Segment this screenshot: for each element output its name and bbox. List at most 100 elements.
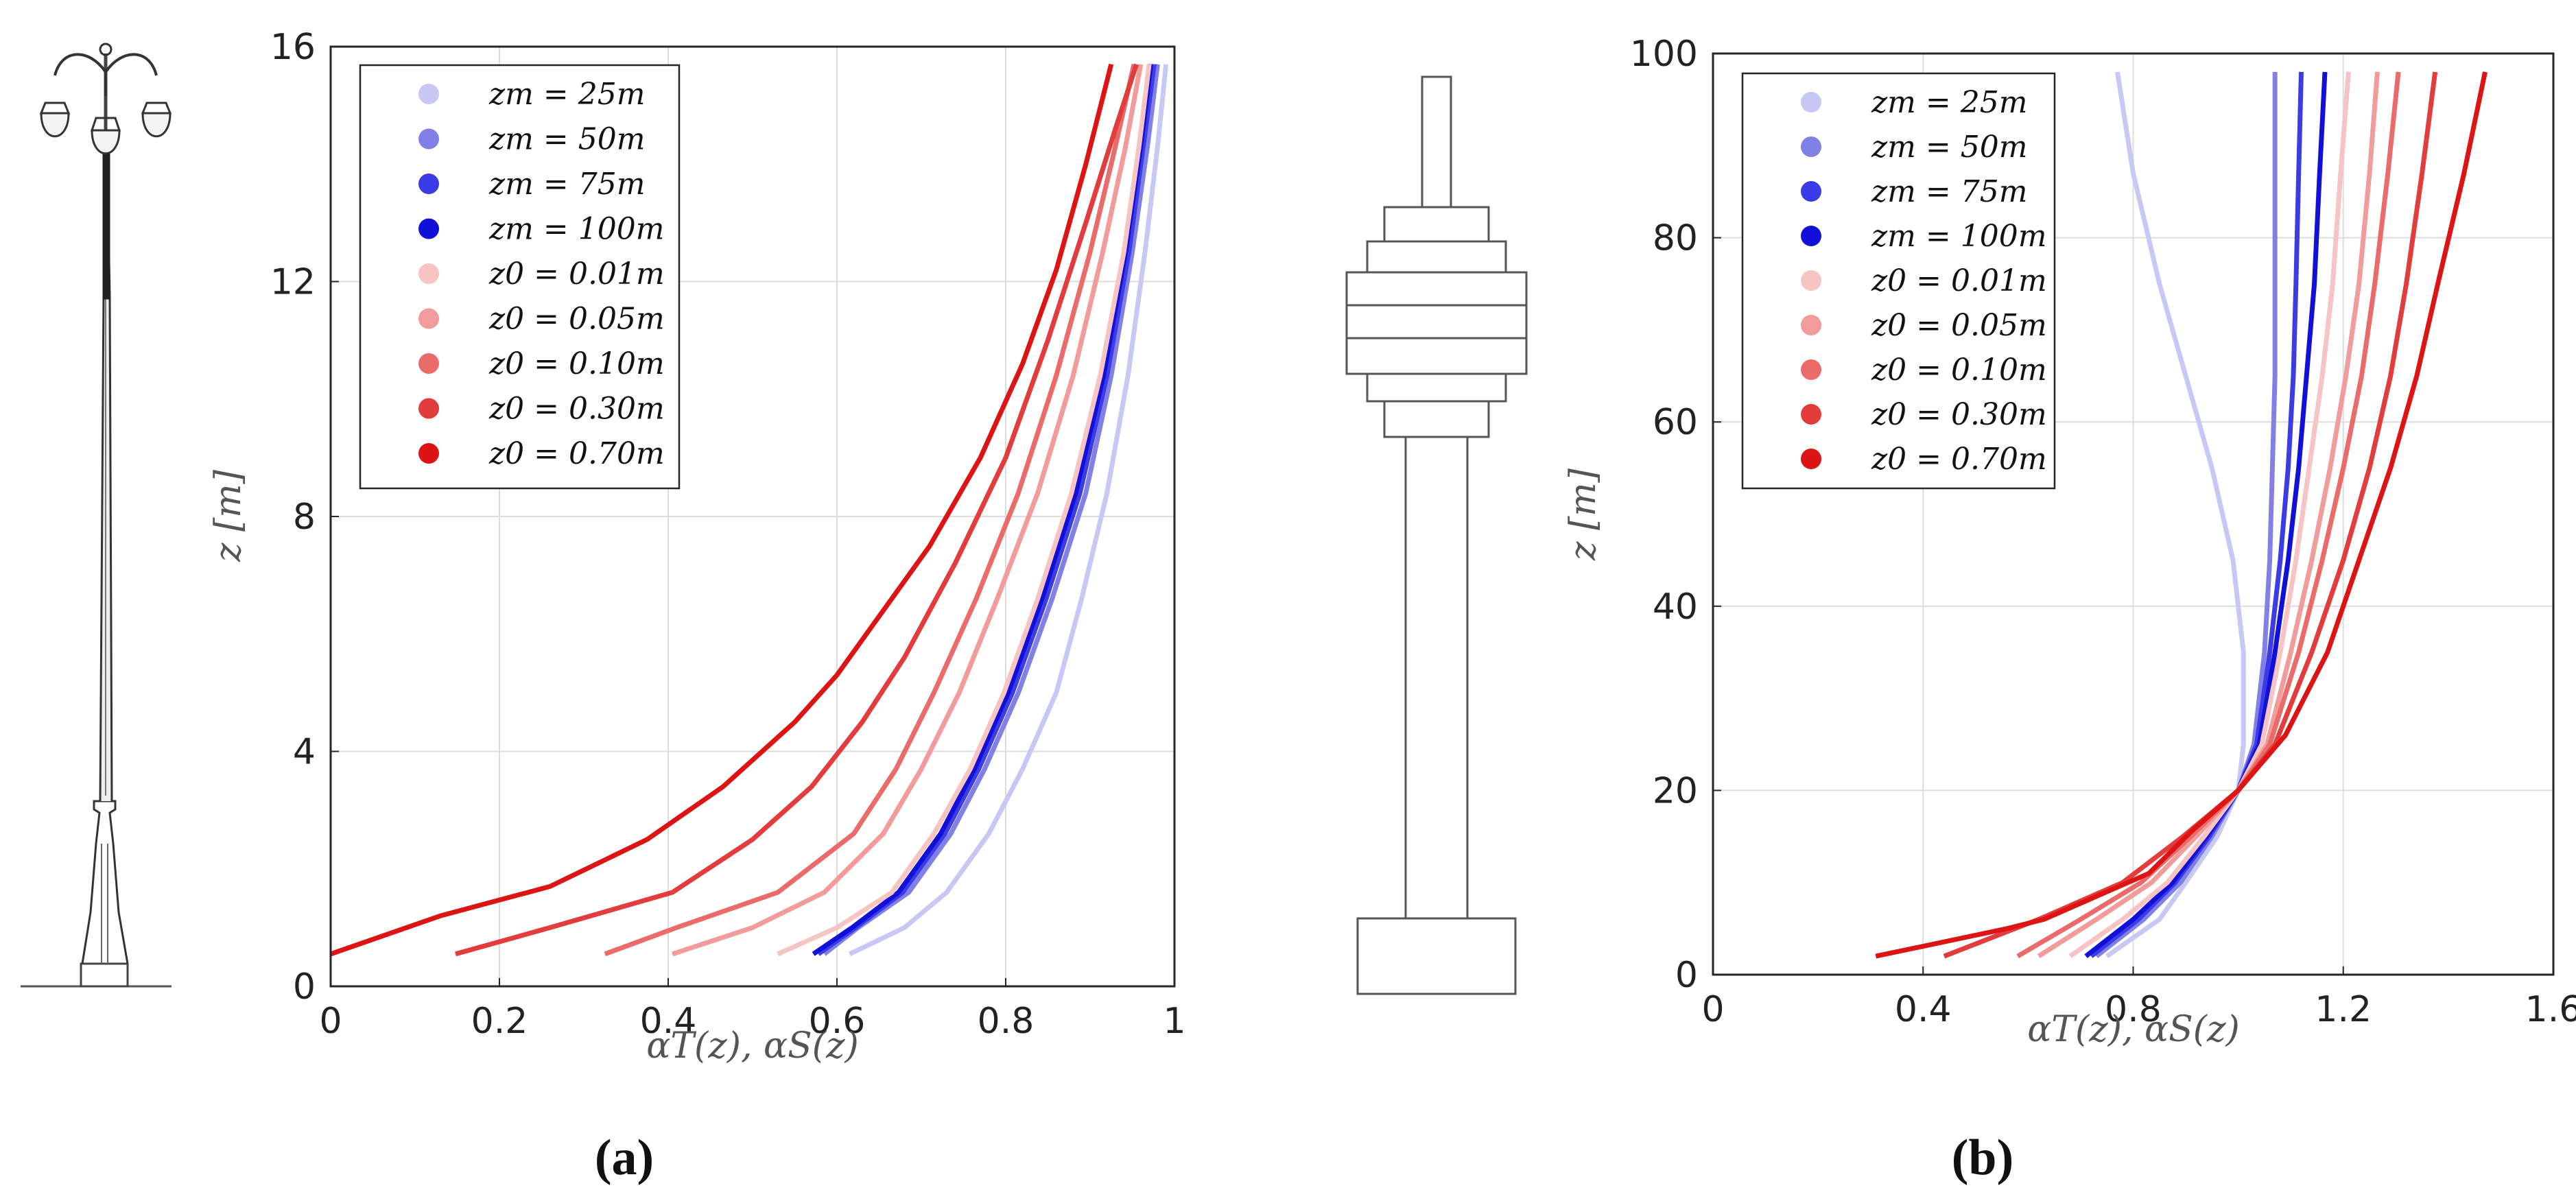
series-line-8 xyxy=(329,63,1114,957)
y-tick-label: 40 xyxy=(1653,586,1698,628)
y-tick-label: 60 xyxy=(1653,402,1698,443)
tick-labels: 0 0.4 0.8 1.2 1.6 0 20 40 60 80 100 xyxy=(1630,34,2576,1030)
tower-shaft xyxy=(1404,436,1469,920)
x-tick-label: 0.2 xyxy=(471,1001,528,1042)
series-line-6 xyxy=(2016,71,2401,959)
legend-marker-5 xyxy=(1801,315,1821,335)
series-line-5 xyxy=(2037,71,2380,959)
legend-label: z0 = 0.05m xyxy=(488,302,665,337)
legend-marker-5 xyxy=(418,308,439,329)
series-line-1 xyxy=(2094,71,2278,958)
series-line-5 xyxy=(672,64,1144,957)
legend-label: z0 = 0.70m xyxy=(488,436,665,471)
legend-box xyxy=(359,64,681,490)
panel-caption: (b) xyxy=(1952,1130,2013,1186)
series-line-4 xyxy=(2068,71,2351,958)
legend-label: z0 = 0.30m xyxy=(1871,397,2047,432)
series-line-4 xyxy=(777,64,1152,957)
y-tick-label: 20 xyxy=(1653,770,1698,811)
legend-marker-0 xyxy=(1801,92,1821,112)
x-tick-label: 0 xyxy=(1701,989,1724,1030)
legend-marker-3 xyxy=(1801,226,1821,246)
series-line-1 xyxy=(823,64,1160,956)
legend-label: zm = 50m xyxy=(488,122,645,157)
legend-label: z0 = 0.10m xyxy=(488,346,665,381)
y-tick-label: 100 xyxy=(1630,34,1698,75)
y-tick-label: 16 xyxy=(270,27,316,68)
legend-label: zm = 75m xyxy=(488,167,645,202)
legend-label: zm = 25m xyxy=(488,77,645,112)
legend-marker-1 xyxy=(1801,136,1821,157)
legend-marker-7 xyxy=(418,398,439,419)
tower-lower-ring xyxy=(1383,400,1490,438)
legend-label: zm = 75m xyxy=(1871,174,2027,209)
legend-label: z0 = 0.01m xyxy=(1871,263,2047,298)
x-axis-label: αT(z), αS(z) xyxy=(2027,1009,2240,1050)
series-line-0 xyxy=(2105,71,2246,958)
y-tick-label: 4 xyxy=(293,732,316,773)
x-tick-label: 0.8 xyxy=(2105,989,2162,1030)
legend-marker-7 xyxy=(1801,404,1821,425)
y-axis-label: z [m] xyxy=(1563,468,1604,561)
legend-marker-4 xyxy=(418,263,439,284)
legend-label: zm = 50m xyxy=(1871,130,2027,165)
legend-marker-0 xyxy=(418,84,439,104)
legend-marker-2 xyxy=(1801,181,1821,202)
legend-label: z0 = 0.05m xyxy=(1871,308,2047,343)
legend-marker-8 xyxy=(1801,449,1821,469)
series-line-3 xyxy=(2084,71,2328,958)
series-line-0 xyxy=(848,64,1169,957)
x-tick-label: 1 xyxy=(1163,1001,1185,1042)
legend-label: z0 = 0.30m xyxy=(488,392,665,427)
series-line-2 xyxy=(816,64,1157,956)
tower-pod xyxy=(1345,271,1528,375)
y-tick-label: 0 xyxy=(293,966,316,1008)
panel-caption: (a) xyxy=(595,1130,654,1186)
x-tick-label: 0.8 xyxy=(978,1001,1035,1042)
x-tick-label: 1.6 xyxy=(2525,989,2576,1030)
tv-tower-illustration xyxy=(1345,75,1528,995)
panel-b: 0 0.4 0.8 1.2 1.6 0 20 40 60 80 100 αT(z), αS(z) z… xyxy=(1563,34,2576,1186)
tick-labels: 0 0.2 0.4 0.6 0.8 1 0 4 8 12 16 xyxy=(270,27,1186,1042)
tower-upper-ring xyxy=(1383,206,1490,243)
y-axis-label: z [m] xyxy=(208,469,249,562)
series-line-7 xyxy=(455,63,1139,957)
legend-label: z0 = 0.70m xyxy=(1871,442,2047,477)
y-tick-label: 0 xyxy=(1675,955,1698,996)
legend: zm = 25m zm = 50m zm = 75m zm = 100m z0 = 0.… xyxy=(1741,72,2056,490)
legend-label: zm = 100m xyxy=(488,212,664,247)
x-axis-label: αT(z), αS(z) xyxy=(646,1025,859,1067)
tower-pod-top xyxy=(1366,240,1507,274)
panel-a: 0 0.2 0.4 0.6 0.8 1 0 4 8 12 16 αT(z), αS(z) z [m]… xyxy=(208,27,1186,1186)
series-line-8 xyxy=(1875,71,2488,959)
legend-marker-8 xyxy=(418,443,439,464)
y-tick-label: 80 xyxy=(1653,218,1698,259)
legend-label: zm = 100m xyxy=(1871,219,2046,254)
x-tick-label: 0.6 xyxy=(809,1001,866,1042)
tower-pod-bottom xyxy=(1366,372,1507,403)
legend-marker-1 xyxy=(418,128,439,150)
legend-label: z0 = 0.01m xyxy=(488,257,665,292)
legend-label: zm = 25m xyxy=(1871,85,2027,120)
lamp-post-illustration xyxy=(21,43,172,988)
legend-marker-4 xyxy=(1801,270,1821,291)
y-tick-label: 12 xyxy=(270,262,316,303)
series-lines xyxy=(1875,71,2488,959)
tower-base xyxy=(1356,917,1517,995)
x-tick-label: 0 xyxy=(319,1001,342,1042)
legend-box xyxy=(1741,72,2056,490)
x-tick-label: 1.2 xyxy=(2315,989,2372,1030)
x-tick-label: 0.4 xyxy=(1895,989,1952,1030)
series-lines xyxy=(329,63,1169,957)
x-tick-label: 0.4 xyxy=(640,1001,697,1042)
legend-marker-6 xyxy=(418,353,439,374)
legend-label: z0 = 0.10m xyxy=(1871,353,2047,388)
legend-marker-3 xyxy=(418,218,439,239)
y-tick-label: 8 xyxy=(293,497,316,538)
legend-marker-6 xyxy=(1801,359,1821,380)
tower-antenna xyxy=(1421,75,1452,209)
series-line-6 xyxy=(604,63,1137,957)
legend-marker-2 xyxy=(418,174,439,194)
legend: zm = 25m zm = 50m zm = 75m zm = 100m z0 = 0.… xyxy=(359,64,681,490)
